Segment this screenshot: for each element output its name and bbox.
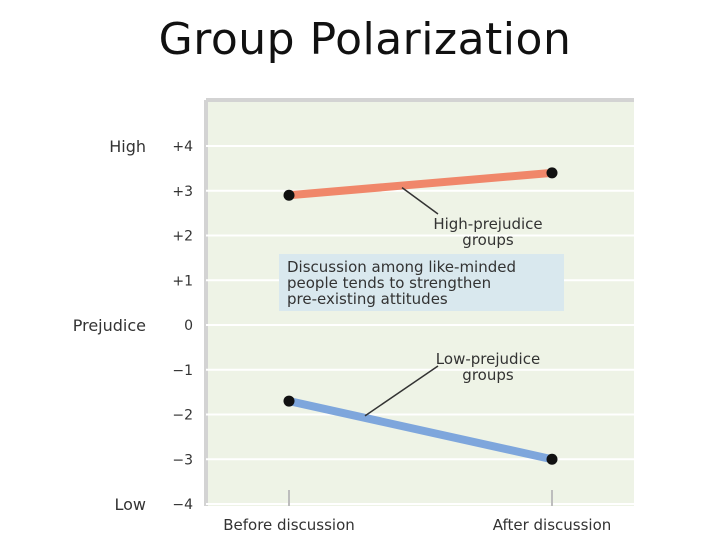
series-line-high-prejudice: [288, 168, 553, 200]
annotation-box-line: pre-existing attitudes: [287, 290, 448, 308]
leader-lines: [364, 187, 439, 417]
high-prejudice-label-line: High-prejudice: [433, 215, 542, 233]
y-tick-label: +1: [172, 273, 193, 289]
annotation-box-line: Discussion among like-minded: [287, 258, 516, 276]
y-tick-label: −1: [172, 363, 193, 379]
y-tick-label: −3: [172, 452, 193, 468]
y-tick-label: 0: [184, 318, 193, 334]
y-tick-label: −4: [172, 497, 193, 513]
data-point: [283, 395, 295, 407]
series-line-low-prejudice: [288, 397, 553, 464]
y-tick-label: +3: [172, 184, 193, 200]
y-axis-low-label: Low: [114, 495, 146, 514]
y-tick-label: +2: [172, 229, 193, 245]
slide-title: Group Polarization: [158, 14, 572, 65]
data-point: [546, 167, 558, 179]
annotation-box-line: people tends to strengthen: [287, 274, 491, 292]
y-tick-label: +4: [172, 139, 193, 155]
y-axis-title: Prejudice: [73, 316, 146, 335]
leader-line-low: [364, 365, 439, 417]
leader-line-high: [401, 187, 439, 215]
y-axis-high-label: High: [109, 137, 146, 156]
y-tick-labels: +4 +3 +2 +1 0 −1 −2 −3 −4: [172, 139, 193, 513]
x-category-label: After discussion: [493, 516, 612, 534]
y-tick-label: −2: [172, 408, 193, 424]
low-prejudice-label-line: Low-prejudice: [436, 350, 540, 368]
x-category-label: Before discussion: [223, 516, 355, 534]
gridlines: [206, 145, 634, 505]
data-point: [283, 189, 295, 201]
series-lines: [283, 167, 558, 465]
annotation-box: [279, 254, 564, 311]
high-prejudice-label-line: groups: [462, 231, 514, 249]
data-point: [546, 453, 558, 465]
low-prejudice-label-line: groups: [462, 366, 514, 384]
x-category-labels: Before discussion After discussion: [223, 490, 611, 534]
